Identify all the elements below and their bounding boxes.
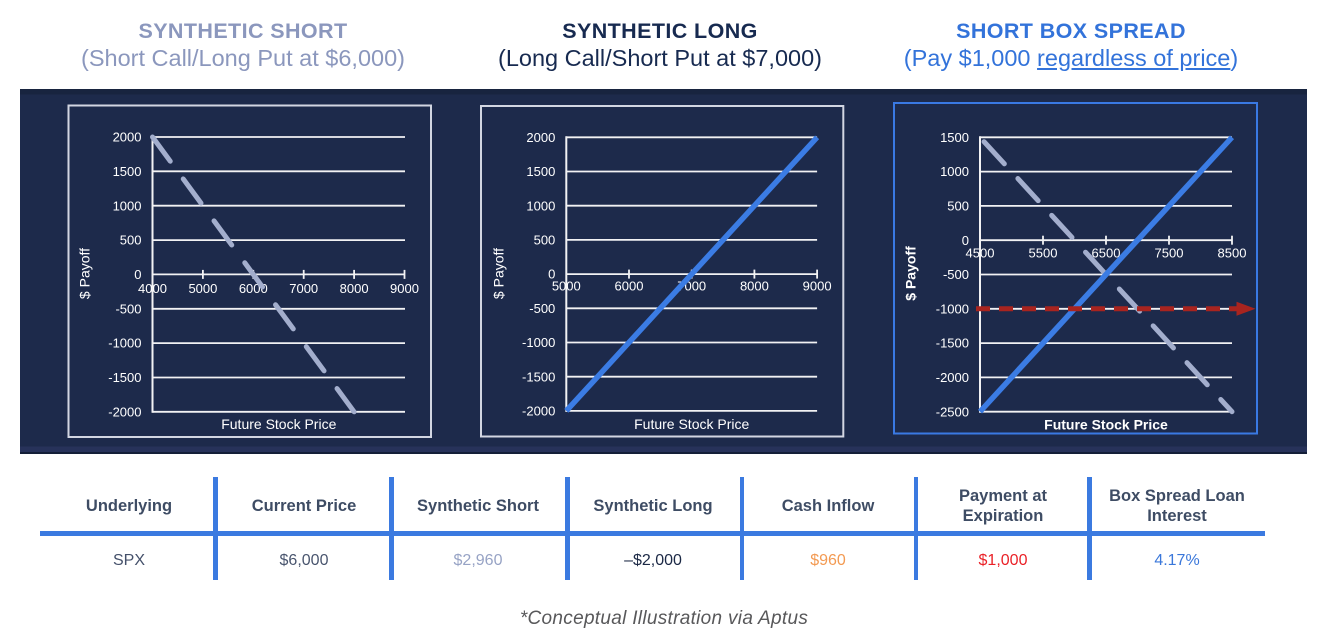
- svg-text:$ Payoff: $ Payoff: [491, 248, 507, 299]
- svg-text:7500: 7500: [1155, 246, 1184, 261]
- svg-text:-1500: -1500: [522, 369, 555, 384]
- svg-text:500: 500: [534, 233, 556, 248]
- svg-text:1000: 1000: [526, 198, 555, 213]
- svg-text:8000: 8000: [740, 279, 769, 294]
- svg-text:1500: 1500: [940, 130, 969, 145]
- svg-text:6500: 6500: [1092, 246, 1121, 261]
- svg-text:-1500: -1500: [936, 336, 969, 351]
- svg-text:7000: 7000: [289, 281, 318, 296]
- svg-text:2000: 2000: [526, 130, 555, 145]
- svg-text:$ Payoff: $ Payoff: [903, 246, 919, 301]
- svg-text:-500: -500: [529, 301, 555, 316]
- svg-text:-500: -500: [943, 267, 969, 282]
- svg-text:-2000: -2000: [936, 370, 969, 385]
- svg-text:1000: 1000: [940, 164, 969, 179]
- svg-text:$ Payoff: $ Payoff: [77, 248, 93, 299]
- svg-text:5500: 5500: [1029, 246, 1058, 261]
- svg-text:-2500: -2500: [936, 404, 969, 419]
- svg-text:1500: 1500: [113, 164, 142, 179]
- svg-text:0: 0: [548, 267, 555, 282]
- svg-text:Future Stock Price: Future Stock Price: [634, 416, 749, 432]
- svg-text:8500: 8500: [1218, 246, 1247, 261]
- svg-text:5000: 5000: [188, 281, 217, 296]
- svg-text:8000: 8000: [340, 281, 369, 296]
- svg-text:0: 0: [962, 233, 969, 248]
- svg-text:6000: 6000: [615, 279, 644, 294]
- svg-text:1000: 1000: [113, 198, 142, 213]
- svg-text:1500: 1500: [526, 164, 555, 179]
- svg-text:-1500: -1500: [108, 370, 141, 385]
- svg-text:4000: 4000: [138, 281, 167, 296]
- svg-text:-500: -500: [115, 301, 141, 316]
- svg-text:0: 0: [134, 267, 141, 282]
- svg-text:Future Stock Price: Future Stock Price: [221, 416, 336, 432]
- svg-text:9000: 9000: [390, 281, 419, 296]
- svg-text:500: 500: [947, 199, 969, 214]
- svg-text:-2000: -2000: [108, 404, 141, 419]
- svg-text:-1000: -1000: [936, 301, 969, 316]
- svg-text:Future Stock Price: Future Stock Price: [1044, 417, 1168, 433]
- svg-text:5000: 5000: [552, 279, 581, 294]
- svg-text:500: 500: [120, 233, 142, 248]
- svg-text:-1000: -1000: [108, 336, 141, 351]
- svg-text:-1000: -1000: [522, 335, 555, 350]
- svg-text:-2000: -2000: [522, 404, 555, 419]
- svg-text:4500: 4500: [966, 246, 995, 261]
- svg-text:2000: 2000: [113, 130, 142, 145]
- svg-text:9000: 9000: [803, 279, 832, 294]
